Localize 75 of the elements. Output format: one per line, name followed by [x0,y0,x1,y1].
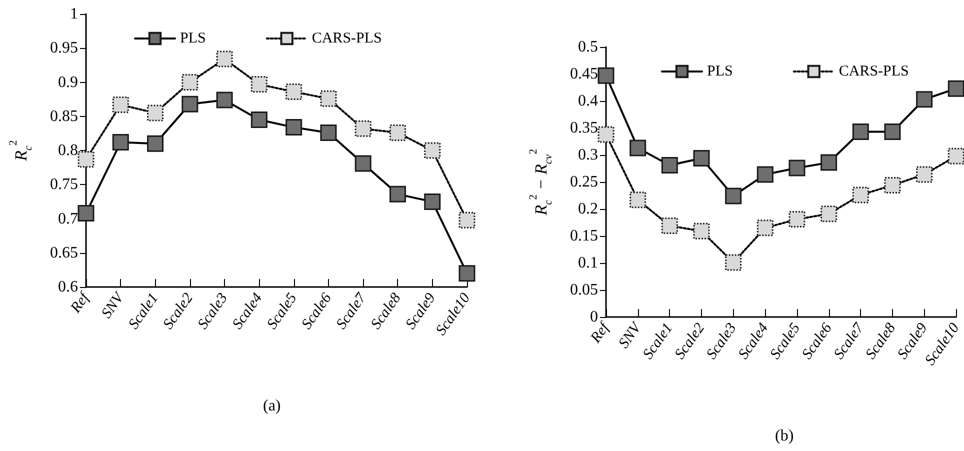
point [216,92,233,108]
text: (b) [775,428,794,444]
y-tick-label: 0.95 [50,40,78,57]
point [182,96,198,112]
point [112,134,129,151]
point [916,91,933,108]
y-tick-label: 0.3 [578,146,598,164]
point [884,124,901,140]
point [756,220,774,236]
point [216,50,233,68]
y-tick-label: 0.5 [578,38,598,56]
point [458,212,476,228]
point [788,160,806,176]
point [693,222,710,240]
y-tick-label: 0.6 [58,278,78,296]
point [820,154,838,171]
y-tick-label: 0.85 [50,108,78,125]
point [286,119,302,136]
y-tick-label: 0.45 [570,66,598,82]
point [78,205,94,222]
point [661,157,678,174]
point [78,151,94,168]
point [250,112,268,128]
y-tick-label: 0.35 [570,120,598,136]
point [756,166,774,183]
y-axis-title: Rc2 [8,140,34,162]
point [884,176,901,194]
y-tick-label: 0.1 [578,254,598,272]
point [112,96,129,114]
point [630,192,646,208]
y-tick-label: 0.25 [570,174,598,190]
point [788,211,806,228]
point [661,217,678,234]
y-tick-label: 0.9 [58,74,78,91]
point [725,254,742,271]
legend-label: CARS-PLS [312,30,382,46]
point [389,186,406,202]
y-tick-label: 0.4 [578,92,598,110]
legend-label: CARS-PLS [838,64,909,80]
y-tick-label: 0.7 [58,210,78,228]
point [354,120,372,137]
point [820,206,838,222]
text: (a) [263,398,281,414]
y-tick-label: 0.2 [578,200,598,218]
point [725,188,742,204]
point [598,126,614,143]
y-tick-label: 0.05 [570,282,598,298]
y-tick-label: 0.15 [570,228,598,244]
point [948,80,964,97]
legend-label: PLS [180,30,206,46]
point [916,166,933,183]
point [354,155,372,172]
point [693,150,710,166]
point [852,124,869,140]
point [598,67,614,84]
point [948,148,964,164]
y-tick-label: 0.75 [50,176,78,194]
point [630,140,646,156]
point [458,265,476,282]
y-axis-title: Rc2 − Rcv2 [528,148,554,216]
y-tick-label: 0.65 [50,244,78,262]
point [320,124,337,142]
point [286,84,302,100]
point [424,193,441,210]
point [424,142,441,159]
point [320,90,337,107]
legend-label: PLS [707,64,733,80]
point [147,135,164,152]
point [182,74,198,90]
y-tick-label: 0.8 [58,142,78,159]
point [147,104,164,122]
point [389,124,406,142]
point [852,186,869,204]
point [250,76,268,93]
y-tick-label: 1 [70,6,78,22]
